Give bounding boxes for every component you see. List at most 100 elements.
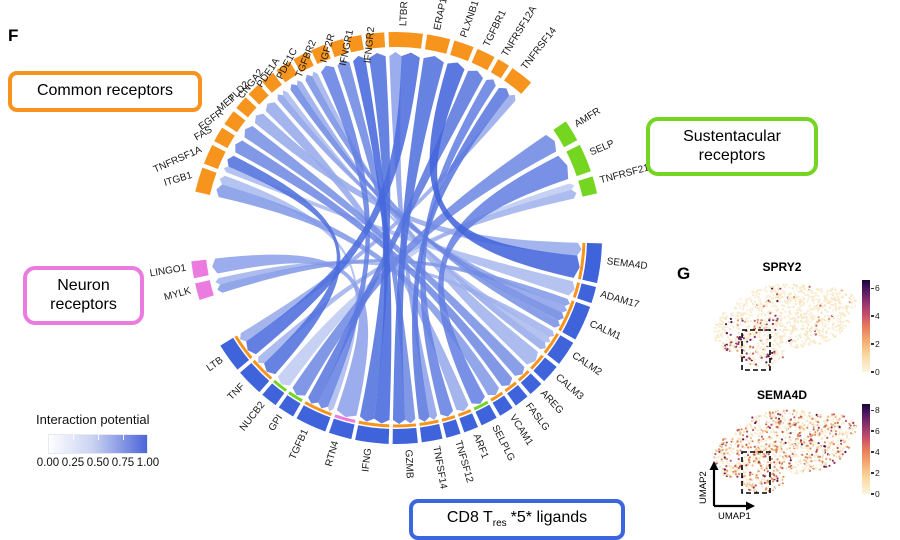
arc-segment-LINGO1 [191, 259, 209, 279]
sema4d-colorbar [862, 404, 870, 494]
colorbar-tick-6: 6 [871, 283, 880, 293]
neuron-receptors-box: Neuron receptors [23, 266, 144, 325]
spry2-umap-plot [713, 283, 857, 371]
umap1-axis-label: UMAP1 [718, 511, 751, 522]
arc-segment-NUCB2 [262, 383, 285, 406]
arc-segment-IFNGR1 [347, 34, 364, 53]
arc-label-SELPLG: SELPLG [489, 423, 517, 463]
arc-segment-TGFBR2 [311, 44, 331, 64]
arc-segment-AREG [520, 373, 542, 395]
interaction-potential-legend: Interaction potential 0.00 0.25 0.50 0.7… [36, 412, 196, 471]
arc-label-LTBR: LTBR [398, 1, 410, 26]
ligands-label: CD8 Tres *5* ligands [446, 509, 588, 530]
ligands-box: CD8 Tres *5* ligands [409, 499, 625, 540]
arc-label-TNFRSF1A: TNFRSF1A [152, 144, 204, 175]
arc-segment-LTB [220, 337, 250, 370]
sustentacular-receptors-box: Sustentacular receptors [646, 117, 818, 176]
arc-segment-TNFRSF21 [578, 176, 598, 197]
legend-tick: 0.00 [36, 457, 60, 469]
arc-segment-CALM2 [547, 335, 574, 364]
arc-segment-MYLK [195, 280, 214, 300]
arc-segment-PDE1A [276, 61, 298, 83]
arc-label-IFNGR2: IFNGR2 [362, 26, 377, 64]
arc-segment-MET [236, 97, 257, 118]
highlight-dashed-box [741, 329, 771, 371]
target-tick-VCAM1 [490, 391, 504, 402]
legend-tick: 1.00 [136, 457, 160, 469]
highlight-dashed-box [741, 451, 771, 494]
arc-segment-ERAP1 [424, 34, 451, 54]
colorbar-tick-6: 6 [871, 426, 880, 436]
ribbon-TGFB1-TGFBR1 [308, 70, 484, 404]
arc-segment-ARF1 [459, 413, 479, 433]
legend-gradient-bar [48, 434, 148, 454]
ribbon-CALM3-PDE1C [312, 71, 538, 365]
arc-segment-FAS [214, 127, 235, 149]
arc-label-GZMB: GZMB [403, 449, 415, 479]
ribbon-ADAM17-TNFRSF1A [223, 166, 575, 296]
ribbon-GZMB-IGF2R [337, 59, 416, 424]
colorbar-tick-4: 4 [871, 447, 880, 457]
ribbon-TGFB1-TGFBR2 [318, 65, 370, 409]
arc-segment-TNF [240, 362, 270, 393]
colorbar-tick-2: 2 [871, 468, 880, 478]
ribbon-SELPLG-SELP [438, 155, 569, 404]
spry2-title: SPRY2 [762, 260, 802, 274]
arc-label-TGFBR1: TGFBR1 [482, 8, 509, 49]
arc-segment-IGF2R [329, 38, 348, 58]
neuron-receptors-label: Neuron receptors [50, 277, 117, 313]
target-tick-GZMB [392, 423, 417, 428]
arc-segment-PDE1C [293, 52, 314, 73]
umap2-arrowhead [709, 461, 719, 470]
arc-label-AREG: AREG [538, 388, 565, 416]
arc-label-IFNG: IFNG [360, 447, 374, 472]
umap2-axis-label: UMAP2 [698, 471, 709, 504]
arc-segment-TNFRSF14 [504, 68, 532, 94]
arc-label-GPI: GPI [267, 413, 286, 433]
arc-label-ARF1: ARF1 [471, 432, 491, 460]
arc-segment-GPI [278, 395, 301, 417]
ribbon-GZMB-ERAP1 [392, 56, 444, 424]
target-tick-RTN4 [334, 414, 356, 423]
legend-title: Interaction potential [36, 412, 150, 427]
sustentacular-receptors-label: Sustentacular receptors [683, 128, 781, 164]
ribbon-ARF1-PLD2 [265, 102, 469, 412]
target-tick-TNFSF14 [419, 419, 439, 427]
arc-label-NUCB2: NUCB2 [238, 399, 268, 433]
arc-segment-ITGB1 [195, 167, 217, 196]
target-tick-LTB [234, 335, 253, 360]
legend-tick: 0.75 [111, 457, 135, 469]
ribbon-IFNG-IFNGR1 [353, 55, 392, 424]
arc-segment-AMFR [553, 121, 578, 148]
spry2-colorbar-ticks: 6 4 2 0 [871, 280, 897, 377]
sema4d-umap-plot [713, 409, 857, 494]
ribbon-FASLG-FAS [235, 140, 513, 387]
target-tick-ADAM17 [572, 282, 581, 298]
arc-label-SEMA4D: SEMA4D [606, 256, 648, 272]
legend-tick: 0.25 [61, 457, 85, 469]
arc-label-TNF: TNF [226, 381, 248, 402]
arc-label-TNFSF12: TNFSF12 [452, 439, 475, 484]
arc-label-SELP: SELP [588, 138, 616, 158]
target-tick-NUCB2 [273, 379, 287, 392]
arc-segment-RTN4 [328, 418, 355, 440]
legend-tick-labels: 0.00 0.25 0.50 0.75 1.00 [36, 457, 196, 471]
target-tick-SEMA4D [577, 242, 586, 280]
arc-segment-TGFB1 [296, 405, 331, 432]
arc-segment-CNGA2 [262, 72, 282, 93]
legend-tick: 0.50 [86, 457, 110, 469]
target-tick-CALM2 [543, 332, 560, 354]
arc-segment-SELP [566, 144, 591, 177]
umap-axes: UMAP2 UMAP1 [698, 461, 755, 522]
ribbon-TNF-TNFRSF1A [227, 155, 341, 375]
target-tick-CALM1 [558, 300, 575, 332]
sema4d-title: SEMA4D [756, 388, 807, 402]
target-tick-GPI [288, 391, 303, 403]
target-tick-CALM3 [530, 354, 544, 370]
chord-ribbons [212, 52, 582, 424]
arc-label-ITGB1: ITGB1 [163, 170, 194, 189]
ribbon-TNFSF14-LTBR [389, 52, 438, 421]
target-tick-TNFSF12 [441, 415, 456, 422]
